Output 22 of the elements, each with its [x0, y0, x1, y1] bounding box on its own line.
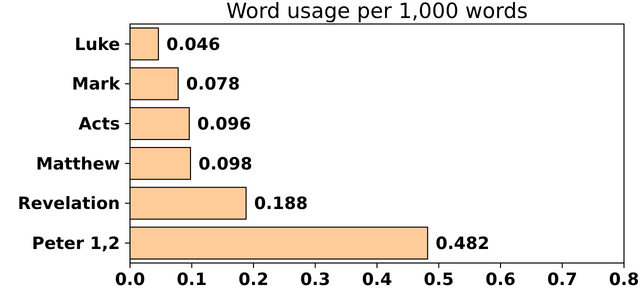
x-tick-label: 0.0 — [114, 270, 146, 290]
y-tick-label: Matthew — [36, 154, 120, 174]
x-tick-label: 0.1 — [176, 270, 207, 290]
x-tick-label: 0.6 — [485, 270, 516, 290]
y-tick-label: Acts — [78, 114, 120, 135]
y-tick-label: Mark — [72, 74, 121, 95]
data-label: 0.482 — [436, 234, 490, 254]
x-tick-label: 0.3 — [300, 270, 330, 290]
y-tick-label: Peter 1,2 — [32, 234, 120, 254]
data-label: 0.046 — [166, 34, 220, 55]
data-label: 0.188 — [254, 194, 308, 214]
data-label: 0.096 — [197, 114, 252, 135]
x-tick-label: 0.4 — [362, 270, 392, 290]
y-tick-label: Luke — [74, 34, 120, 55]
chart-title: Word usage per 1,000 words — [226, 0, 528, 23]
x-tick-label: 0.5 — [424, 270, 454, 290]
data-label: 0.078 — [186, 74, 240, 95]
y-tick-label: Revelation — [18, 194, 120, 214]
x-tick-label: 0.8 — [608, 270, 640, 290]
x-tick-label: 0.2 — [238, 270, 269, 290]
x-tick-label: 0.7 — [547, 270, 578, 290]
data-label: 0.098 — [198, 154, 252, 174]
